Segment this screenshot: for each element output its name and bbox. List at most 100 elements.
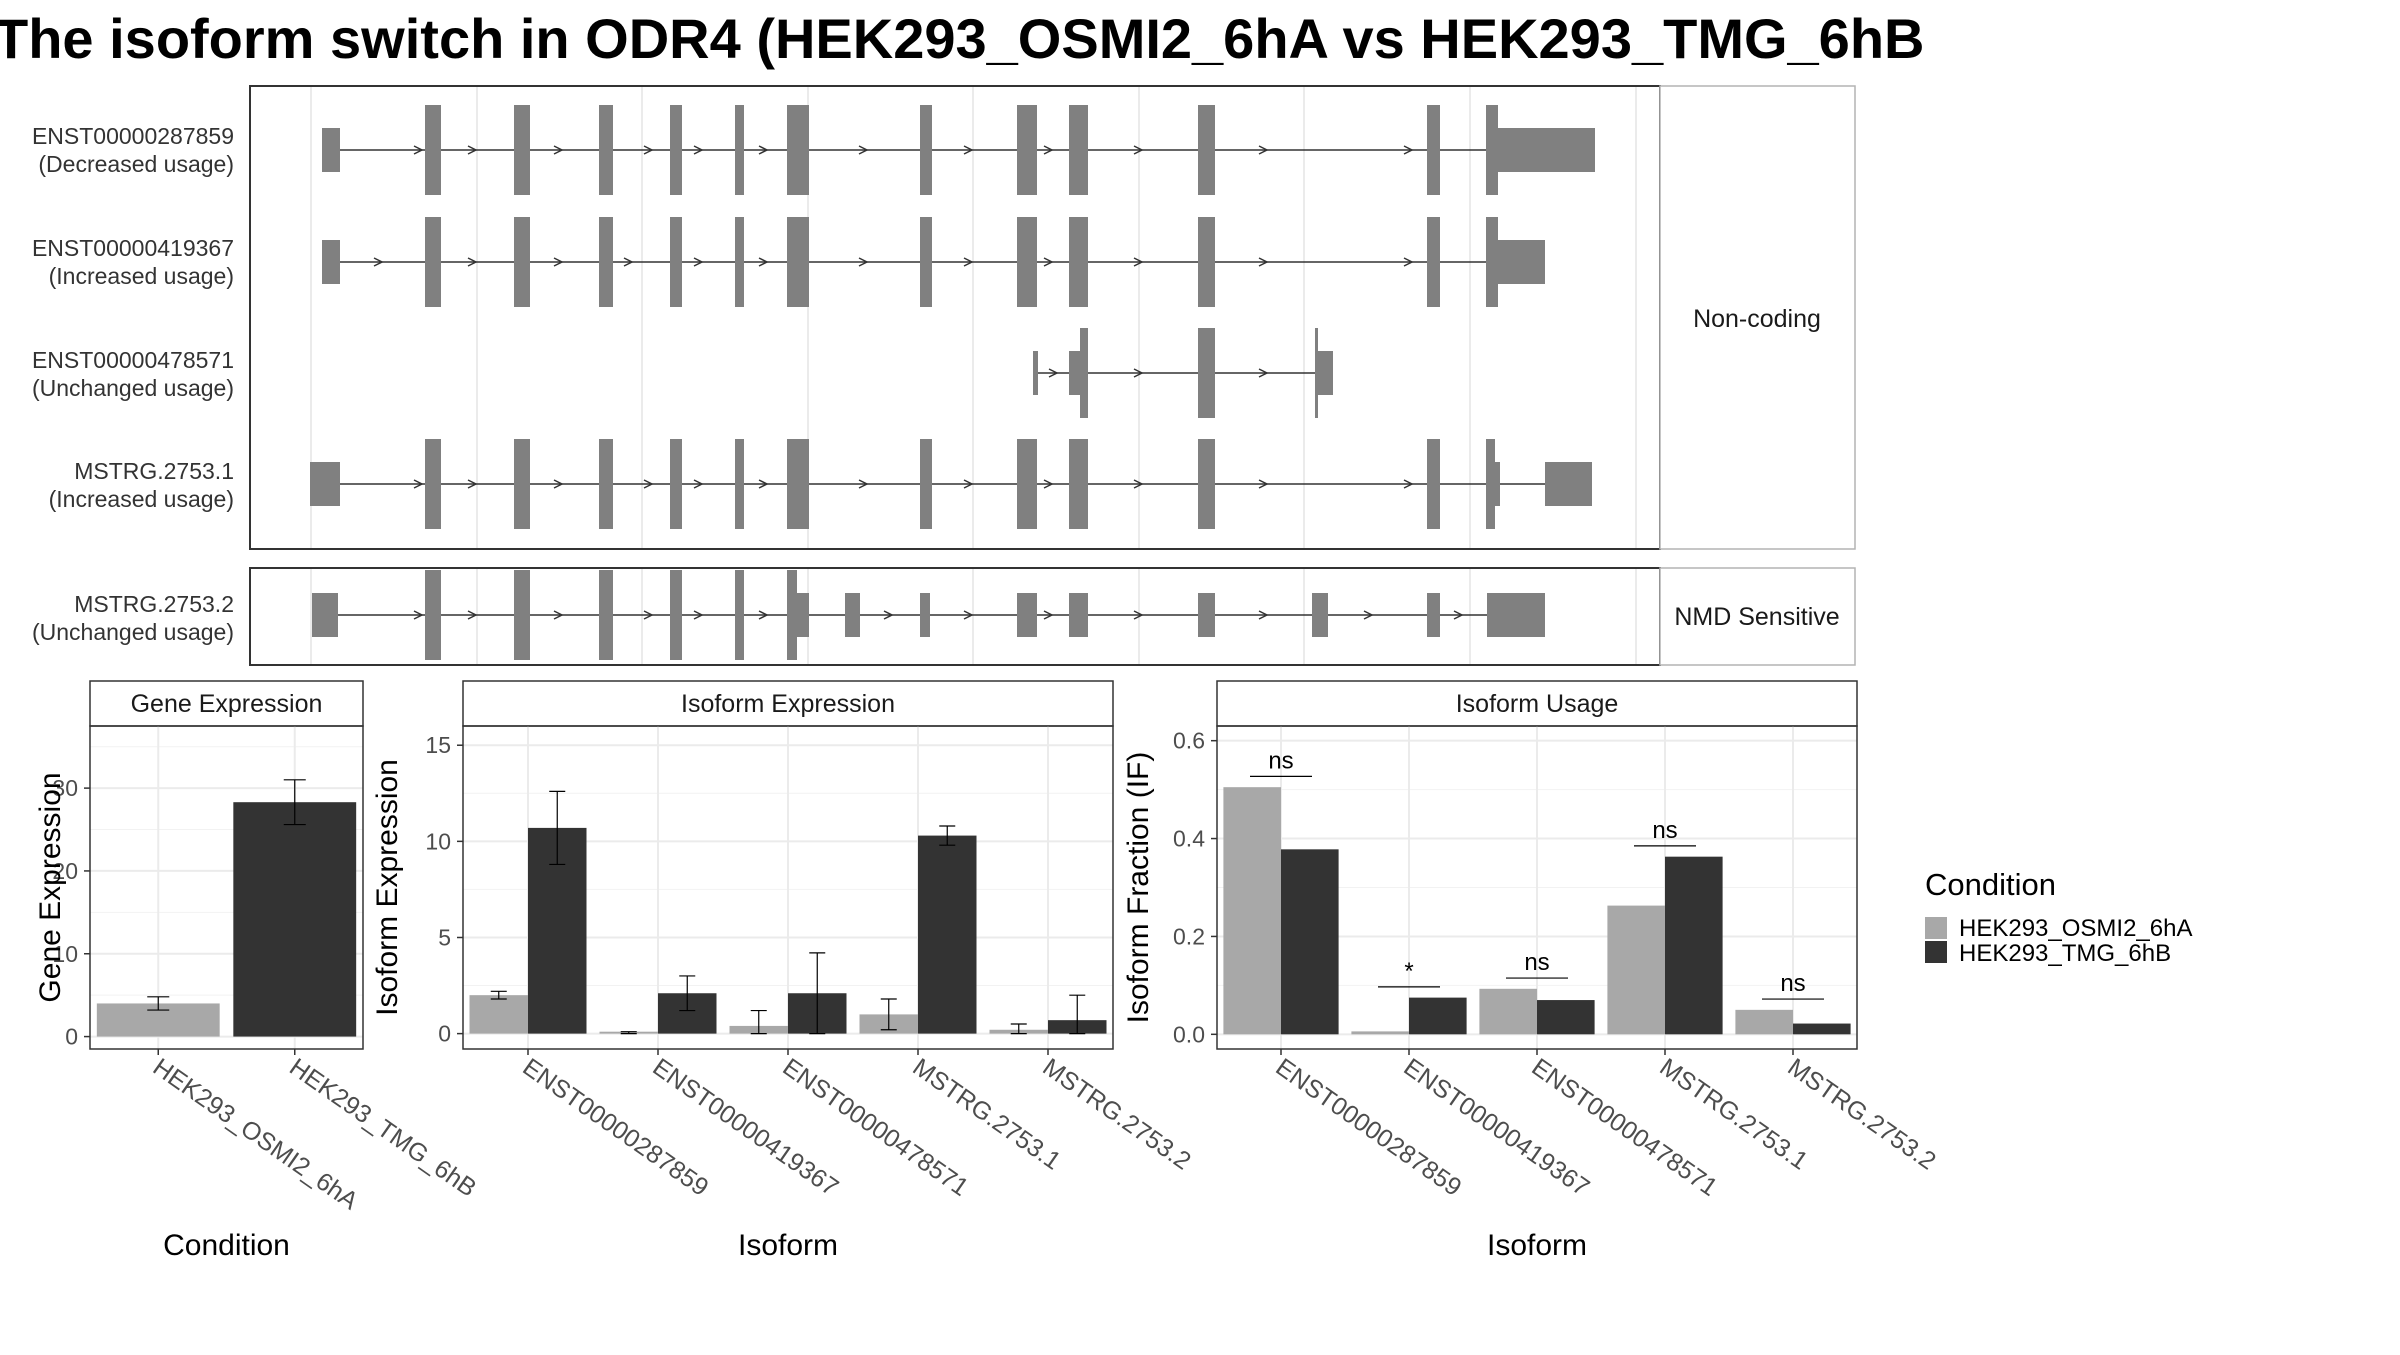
coding-exon <box>1069 439 1088 529</box>
panel-title: Isoform Usage <box>1456 690 1619 718</box>
strand-arrow <box>553 257 564 267</box>
strand-arrow <box>1258 479 1269 489</box>
utr-exon <box>1312 593 1328 637</box>
coding-exon <box>425 105 441 195</box>
facet-strip <box>462 680 1114 727</box>
strand-arrow <box>1133 257 1144 267</box>
utr-exon <box>1069 593 1088 637</box>
utr-exon <box>1545 462 1592 506</box>
utr-exon <box>845 593 860 637</box>
transcript-tracks <box>312 570 1545 660</box>
panel-title: Isoform Expression <box>681 690 895 718</box>
strand-arrow <box>643 145 654 155</box>
coding-exon <box>514 439 530 529</box>
gene-expression-chart: Gene Expression0102030HEK293_OSMI2_6hAHE… <box>34 680 481 1262</box>
utr-exon <box>1017 593 1037 637</box>
coding-exon <box>920 105 932 195</box>
transcript-usage-label: (Increased usage) <box>49 486 234 512</box>
strand-arrow <box>1403 145 1414 155</box>
legend-label-a: HEK293_OSMI2_6hA <box>1959 915 2192 942</box>
utr-exon <box>1033 351 1038 395</box>
transcript-usage-label: (Decreased usage) <box>38 151 234 177</box>
significance-label: ns <box>1652 817 1677 844</box>
bar <box>1351 1031 1409 1035</box>
legend-swatch-a <box>1925 917 1947 939</box>
facet-strip <box>1659 85 1856 550</box>
strand-arrow <box>858 479 869 489</box>
bar <box>233 802 357 1037</box>
strand-arrow <box>963 257 974 267</box>
bars <box>1223 787 1851 1035</box>
coding-exon <box>1069 105 1088 195</box>
x-axis-title: Isoform <box>1487 1229 1587 1262</box>
isoform-expression-chart: Isoform Expression051015ENST00000287859E… <box>371 680 1196 1262</box>
x-axis-title: Condition <box>163 1229 290 1262</box>
coding-exon <box>787 570 797 660</box>
bar <box>1607 905 1665 1035</box>
strand-arrow <box>1043 257 1054 267</box>
y-tick-label: 30 <box>52 775 78 801</box>
strand-arrow <box>467 479 478 489</box>
y-tick-label: 15 <box>425 732 451 758</box>
strand-arrow <box>1258 610 1269 620</box>
coding-exon <box>1486 105 1498 195</box>
coding-exon <box>1017 439 1037 529</box>
legend-label-b: HEK293_TMG_6hB <box>1959 940 2171 967</box>
strand-arrow <box>963 479 974 489</box>
strand-arrow <box>1043 145 1054 155</box>
coding-exon <box>735 439 744 529</box>
y-tick-label: 0.4 <box>1173 826 1205 852</box>
coding-exon <box>514 570 530 660</box>
coding-exon <box>920 439 932 529</box>
strand-arrow <box>758 145 769 155</box>
strand-arrow <box>1453 610 1464 620</box>
coding-exon <box>670 217 682 307</box>
strand-arrow <box>758 610 769 620</box>
transcript-labels: ENST00000287859 (Decreased usage) ENST00… <box>32 123 234 645</box>
utr-exon <box>920 593 930 637</box>
significance-label: ns <box>1268 747 1293 774</box>
y-tick-label: 10 <box>52 941 78 967</box>
panel-title: Gene Expression <box>131 690 323 718</box>
strand-arrow <box>1258 145 1269 155</box>
coding-exon <box>1427 217 1440 307</box>
facet-strip <box>1216 680 1858 727</box>
strand-arrow <box>1043 479 1054 489</box>
bar <box>1537 1000 1595 1035</box>
coding-exon <box>787 439 809 529</box>
y-axis-title: Isoform Expression <box>371 759 404 1016</box>
significance-label: ns <box>1524 949 1549 976</box>
strand-arrow <box>467 610 478 620</box>
strand-arrow <box>1363 610 1374 620</box>
strand-arrow <box>758 479 769 489</box>
transcript-id-label: ENST00000478571 <box>32 347 234 373</box>
strand-arrow <box>643 479 654 489</box>
bar <box>1793 1023 1851 1035</box>
transcript-usage-label: (Unchanged usage) <box>32 375 234 401</box>
strand-arrow <box>1048 368 1059 378</box>
strand-arrow <box>1133 479 1144 489</box>
bars <box>469 790 1107 1035</box>
utr-exon <box>310 462 340 506</box>
utr-exon <box>1498 128 1595 172</box>
transcript-id-label: ENST00000419367 <box>32 235 234 261</box>
y-tick-label: 10 <box>425 828 451 854</box>
significance-label: ns <box>1780 970 1805 997</box>
y-tick-label: 0.0 <box>1173 1021 1205 1047</box>
y-tick-label: 0.2 <box>1173 923 1205 949</box>
strand-arrow <box>1043 610 1054 620</box>
strand-arrow <box>1133 368 1144 378</box>
coding-exon <box>425 217 441 307</box>
y-tick-label: 0 <box>438 1021 451 1047</box>
transcript-panel-noncoding: Non-coding <box>249 85 1856 550</box>
bar <box>1665 856 1723 1035</box>
strand-arrow <box>1258 257 1269 267</box>
utr-exon <box>322 128 340 172</box>
coding-exon <box>1069 217 1088 307</box>
strand-arrow <box>553 145 564 155</box>
strand-arrow <box>1403 479 1414 489</box>
bar <box>1223 787 1281 1035</box>
utr-exon <box>1069 351 1080 395</box>
coding-exon <box>514 217 530 307</box>
